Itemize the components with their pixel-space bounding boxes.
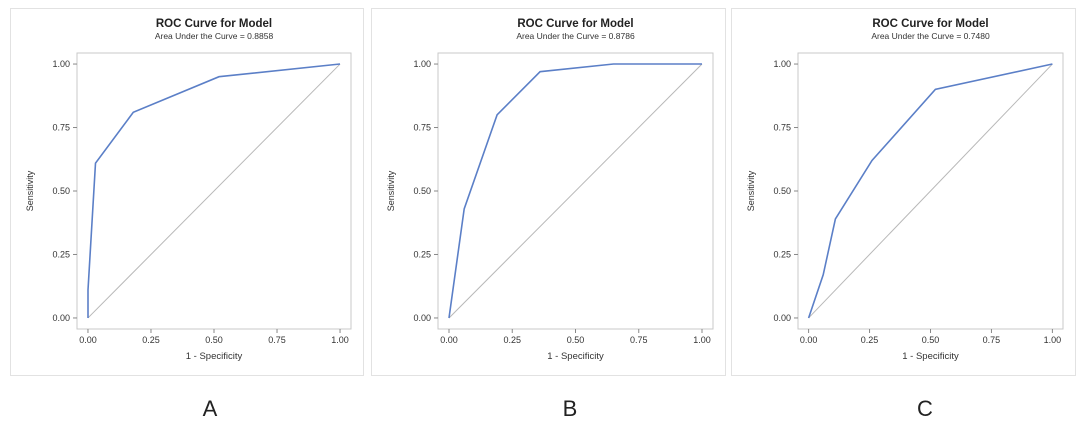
y-tick-label: 0.50 [773,186,791,196]
panel-label-c: C [917,396,933,421]
roc-curve-line [448,63,702,319]
y-tick-label: 0.00 [413,313,431,323]
x-tick-label: 0.50 [205,335,223,345]
y-tick-label: 0.75 [413,123,431,133]
y-tick-label: 1.00 [52,59,70,69]
x-tick-label: 0.25 [503,335,521,345]
x-axis-label: 1 - Specificity [186,351,243,362]
chart-subtitle: Area Under the Curve = 0.7480 [871,31,990,41]
y-tick-label: 0.50 [52,186,70,196]
chart-title: ROC Curve for Model [517,18,633,30]
chart-subtitle: Area Under the Curve = 0.8858 [155,31,274,41]
x-tick-label: 0.25 [142,335,160,345]
reference-diagonal-line [448,63,703,319]
y-axis-label: Sensitivity [386,170,396,211]
y-tick-label: 0.00 [773,313,791,323]
y-tick-label: 0.25 [413,249,431,259]
x-tick-label: 0.00 [79,335,97,345]
y-tick-label: 0.25 [773,249,791,259]
roc-curve-line [807,63,1053,319]
x-tick-label: 0.50 [567,335,585,345]
y-tick-label: 1.00 [773,59,791,69]
y-axis-label: Sensitivity [25,170,35,211]
x-tick-label: 0.00 [440,335,458,345]
x-axis-label: 1 - Specificity [902,351,959,362]
panel-label-a: A [202,396,218,421]
x-tick-label: 0.00 [800,335,818,345]
chart-title: ROC Curve for Model [872,18,988,30]
x-tick-label: 0.75 [983,335,1001,345]
x-axis-label: 1 - Specificity [547,351,604,362]
x-tick-label: 0.75 [268,335,286,345]
y-tick-label: 0.75 [773,123,791,133]
x-tick-label: 0.25 [861,335,879,345]
x-tick-label: 1.00 [331,335,349,345]
chart-panel-b: ROC Curve for Model Area Under the Curve … [371,8,726,376]
reference-diagonal-line [87,63,341,319]
y-tick-label: 1.00 [413,59,431,69]
roc-curve-line [87,63,341,318]
y-tick-label: 0.25 [52,249,70,259]
y-axis-label: Sensitivity [746,170,756,211]
x-tick-label: 1.00 [693,335,711,345]
y-tick-label: 0.75 [52,123,70,133]
chart-panel-a: ROC Curve for Model Area Under the Curve … [10,8,364,376]
chart-title: ROC Curve for Model [156,18,272,30]
x-tick-label: 0.75 [630,335,648,345]
y-tick-label: 0.50 [413,186,431,196]
panel-label-b: B [562,396,578,421]
y-tick-label: 0.00 [52,313,70,323]
x-tick-label: 1.00 [1044,335,1062,345]
chart-subtitle: Area Under the Curve = 0.8786 [516,31,635,41]
chart-panel-c: ROC Curve for Model Area Under the Curve … [731,8,1076,376]
x-tick-label: 0.50 [922,335,940,345]
reference-diagonal-line [808,63,1053,319]
